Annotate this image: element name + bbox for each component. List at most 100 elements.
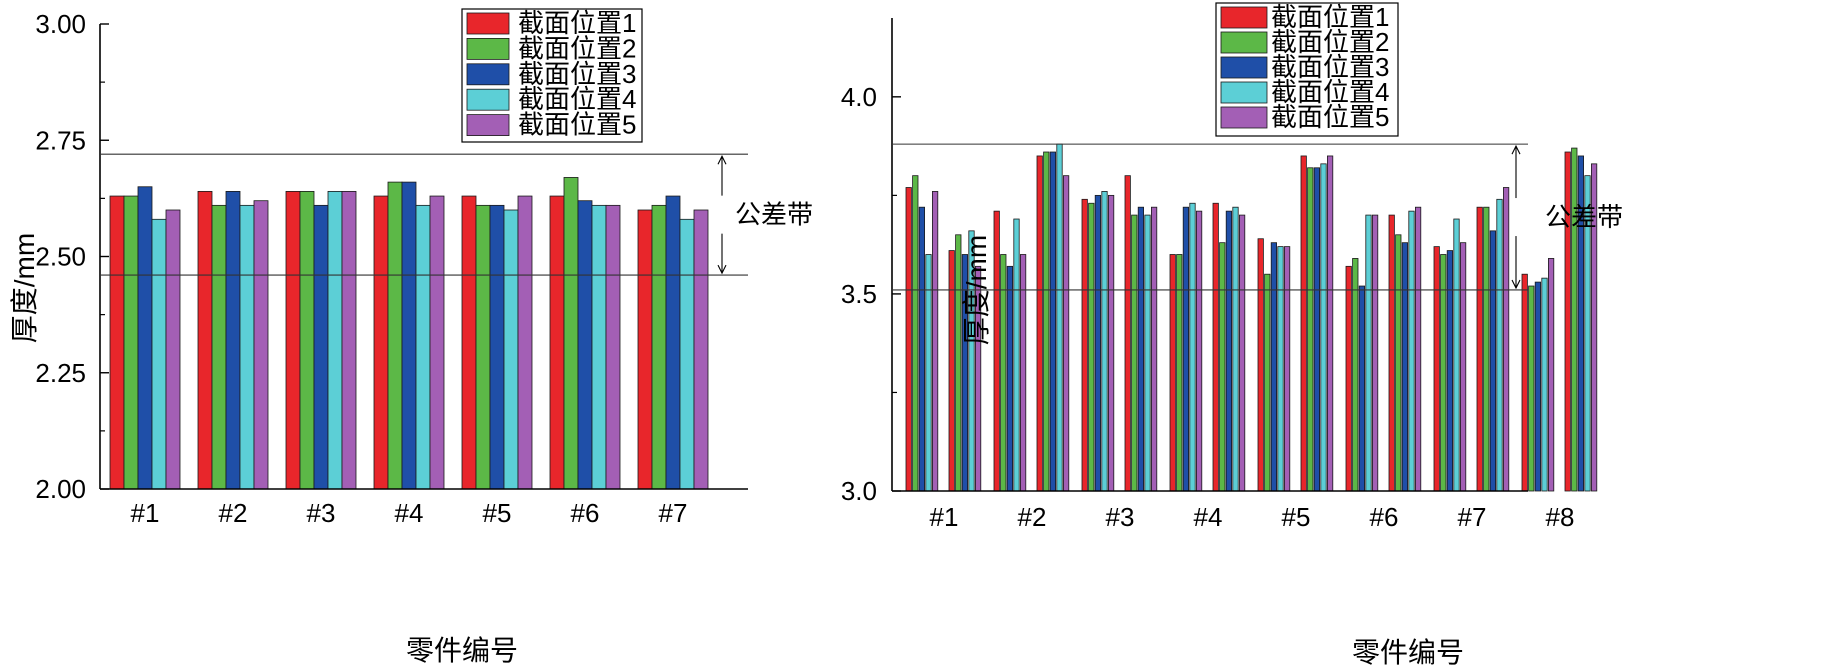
right-legend-swatch-5 [1220, 106, 1268, 129]
right-bar-p5-s9 [1320, 163, 1327, 492]
right-bar-p8-s8 [1577, 155, 1584, 492]
left-bar-p5-s1 [461, 195, 477, 490]
left-bar-p1-s1 [109, 195, 125, 490]
right-legend-label-3: 截面位置3 [1271, 52, 1389, 82]
left-bar-p6-s2 [563, 177, 579, 490]
left-bar-p7-s1 [637, 209, 653, 490]
right-x-tick-label: #7 [1458, 502, 1487, 532]
right-legend-swatch-1 [1220, 6, 1268, 29]
right-bar-p3-s8 [1137, 206, 1144, 492]
left-legend-label-1: 截面位置1 [518, 8, 636, 38]
right-bar-p7-s10 [1503, 187, 1510, 492]
left-bar-p7-s2 [651, 204, 667, 490]
right-bar-p6-s7 [1395, 234, 1402, 492]
right-bar-p3-s10 [1151, 206, 1158, 492]
left-legend-swatch-5 [466, 114, 510, 136]
right-bar-p6-s5 [1372, 214, 1379, 492]
left-bar-p1-s3 [137, 186, 153, 490]
left-legend-swatch-3 [466, 63, 510, 86]
left-bar-p7-s5 [693, 209, 709, 490]
right-x-tick-label: #3 [1106, 502, 1135, 532]
left-bar-p2-s4 [239, 204, 255, 490]
right-tolerance-arrowhead-up [1511, 144, 1521, 155]
right-bar-p4-s6 [1212, 202, 1219, 492]
right-legend-label-5: 截面位置5 [1271, 102, 1389, 132]
right-bar-p5-s6 [1300, 155, 1307, 492]
right-bar-p2-s3 [1006, 265, 1014, 492]
right-bar-p8-s7 [1571, 147, 1578, 492]
right-x-axis-title: 零件编号 [1352, 637, 1464, 668]
left-y-tick-label: 2.00 [35, 474, 86, 504]
left-bar-p2-s1 [197, 190, 213, 490]
right-bar-p5-s5 [1284, 246, 1291, 492]
left-x-tick-label: #1 [131, 498, 160, 528]
right-bar-p8-s3 [1534, 281, 1541, 492]
left-x-axis-title: 零件编号 [406, 635, 518, 666]
left-bars [109, 177, 709, 490]
right-x-tick-label: #6 [1370, 502, 1399, 532]
left-y-axis-title: 厚度/mm [9, 233, 40, 343]
left-legend-swatch-2 [466, 38, 510, 60]
right-bar-p4-s7 [1219, 242, 1226, 492]
right-bar-p8-s4 [1541, 277, 1548, 492]
right-bar-p3-s1 [1081, 198, 1088, 492]
right-bar-p8-s9 [1584, 175, 1591, 492]
left-tolerance-label: 公差带 [735, 200, 813, 230]
left-bar-p5-s2 [475, 204, 491, 490]
right-bar-p6-s9 [1408, 210, 1415, 492]
right-bar-p2-s4 [1013, 218, 1020, 492]
right-x-tick-label: #5 [1282, 502, 1311, 532]
left-bar-p6-s4 [591, 204, 607, 490]
right-bar-p6-s4 [1365, 214, 1372, 492]
right-bar-p4-s9 [1232, 206, 1239, 492]
right-bar-p3-s3 [1094, 194, 1101, 492]
right-bar-p4-s5 [1196, 210, 1203, 492]
right-legend-label-4: 截面位置4 [1271, 77, 1389, 107]
right-bar-p1-s3 [918, 206, 926, 492]
left-bar-p1-s4 [151, 218, 167, 490]
right-ticks: 3.0 3.5 4.0 #1 #2 #3 #4 #5 #6 #7 #8 [841, 82, 1575, 532]
left-bar-p1-s2 [123, 195, 139, 490]
right-bar-p4-s4 [1189, 202, 1196, 492]
right-bar-p5-s3 [1270, 242, 1277, 492]
left-y-tick-label: 3.00 [35, 9, 86, 39]
right-bar-p3-s4 [1101, 191, 1108, 492]
right-bar-p7-s3 [1446, 250, 1453, 492]
left-x-tick-label: #5 [483, 498, 512, 528]
right-bar-p3-s7 [1131, 214, 1138, 492]
right-x-tick-label: #2 [1018, 502, 1047, 532]
right-bar-p5-s7 [1307, 167, 1314, 492]
right-x-tick-label: #8 [1546, 502, 1575, 532]
right-bar-p3-s6 [1124, 175, 1131, 492]
left-bar-p3-s2 [299, 190, 315, 490]
right-bar-p6-s1 [1345, 265, 1352, 492]
right-bar-p3-s2 [1088, 202, 1095, 492]
left-legend-label-3: 截面位置3 [518, 59, 636, 89]
right-bar-p2-s6 [1036, 155, 1043, 492]
right-x-tick-label: #1 [930, 502, 959, 532]
right-bar-p7-s5 [1460, 242, 1467, 492]
right-legend-swatch-3 [1220, 56, 1268, 79]
left-bar-p7-s4 [679, 218, 695, 490]
left-bar-p4-s4 [415, 204, 431, 490]
right-bar-p1-s2 [912, 175, 919, 492]
right-bar-p6-s3 [1358, 285, 1365, 492]
right-bar-p8-s10 [1591, 163, 1598, 492]
left-legend-swatch-4 [466, 88, 510, 111]
left-bar-p3-s3 [313, 204, 329, 490]
left-bar-p2-s3 [225, 190, 241, 490]
left-bar-p4-s1 [373, 195, 389, 490]
right-bar-p5-s10 [1327, 155, 1334, 492]
left-bar-p3-s4 [327, 190, 343, 490]
left-tolerance-arrowhead-down [717, 264, 727, 275]
left-x-tick-label: #4 [395, 498, 424, 528]
right-bar-p1-s1 [905, 187, 912, 492]
right-bar-p2-s1 [993, 210, 1000, 492]
right-bar-p8-s6 [1564, 151, 1571, 492]
left-bar-p2-s2 [211, 204, 227, 490]
right-bar-p2-s9 [1056, 143, 1063, 492]
right-bar-p2-s8 [1049, 151, 1056, 492]
left-x-tick-label: #2 [219, 498, 248, 528]
